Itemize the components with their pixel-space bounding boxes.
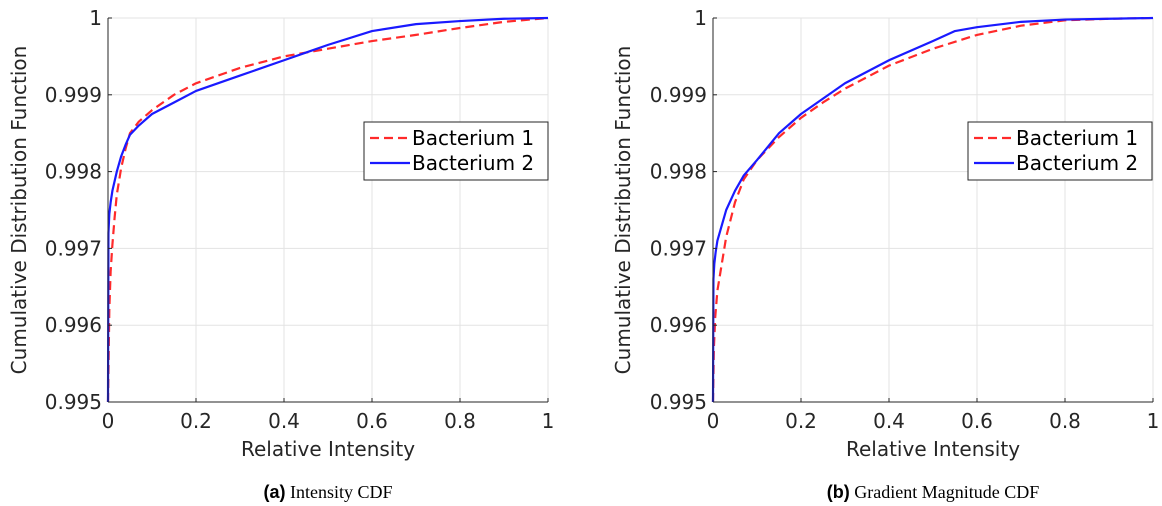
x-axis-label: Relative Intensity bbox=[846, 437, 1020, 461]
plot-area bbox=[713, 18, 1153, 402]
legend-entry-1: Bacterium 1 bbox=[1016, 126, 1138, 150]
series-line-2 bbox=[711, 16, 1154, 403]
y-tick-label: 0.999 bbox=[45, 83, 102, 107]
x-tick-label: 0.2 bbox=[180, 409, 212, 433]
chart-panel-0: 0 0.2 0.4 0.6 0.8 1 0.995 0.996 0.997 0.998 0.999 1… bbox=[7, 6, 554, 461]
y-tick-label: 0.997 bbox=[650, 236, 707, 260]
x-tick-label: 0.6 bbox=[356, 409, 388, 433]
legend-entry-2: Bacterium 2 bbox=[412, 151, 534, 175]
x-tick-label: 0 bbox=[102, 409, 115, 433]
legend-entry-1: Bacterium 1 bbox=[412, 126, 534, 150]
y-tick-label: 0.996 bbox=[650, 313, 707, 337]
y-axis-label: Cumulative Distribution Function bbox=[611, 46, 635, 375]
x-tick-label: 0.6 bbox=[961, 409, 993, 433]
x-tick-label: 0.8 bbox=[1049, 409, 1081, 433]
x-tick-label: 0.8 bbox=[444, 409, 476, 433]
y-tick-label: 0.998 bbox=[45, 160, 102, 184]
x-tick-label: 1 bbox=[1147, 409, 1160, 433]
legend-box bbox=[363, 121, 549, 181]
y-tick-label: 0.998 bbox=[650, 160, 707, 184]
caption-b-label: (b) bbox=[826, 482, 850, 502]
series-line-1 bbox=[711, 16, 1154, 403]
caption-a: (a) Intensity CDF bbox=[263, 482, 392, 503]
y-tick-label: 0.995 bbox=[650, 390, 707, 414]
caption-a-label: (a) bbox=[263, 482, 286, 502]
y-tick-label: 0.999 bbox=[650, 83, 707, 107]
x-tick-label: 1 bbox=[542, 409, 555, 433]
y-tick-label: 0.995 bbox=[45, 390, 102, 414]
y-tick-label: 1 bbox=[694, 6, 707, 30]
caption-b: (b) Gradient Magnitude CDF bbox=[827, 482, 1039, 503]
series-line-1 bbox=[106, 16, 549, 403]
y-tick-label: 0.996 bbox=[45, 313, 102, 337]
legend-box bbox=[967, 121, 1153, 181]
caption-a-text: Intensity CDF bbox=[289, 482, 393, 502]
caption-b-text: Gradient Magnitude CDF bbox=[854, 482, 1040, 502]
chart-panel-1: 0 0.2 0.4 0.6 0.8 1 0.995 0.996 0.997 0.998 0.999 1… bbox=[611, 6, 1159, 461]
x-axis-label: Relative Intensity bbox=[241, 437, 415, 461]
x-tick-label: 0.4 bbox=[268, 409, 300, 433]
series-line-2 bbox=[106, 16, 549, 403]
y-tick-label: 1 bbox=[89, 6, 102, 30]
plot-area bbox=[108, 18, 548, 402]
y-tick-label: 0.997 bbox=[45, 236, 102, 260]
x-tick-label: 0 bbox=[707, 409, 720, 433]
y-axis-label: Cumulative Distribution Function bbox=[7, 46, 31, 375]
x-tick-label: 0.4 bbox=[873, 409, 905, 433]
legend-entry-2: Bacterium 2 bbox=[1016, 151, 1138, 175]
x-tick-label: 0.2 bbox=[785, 409, 817, 433]
